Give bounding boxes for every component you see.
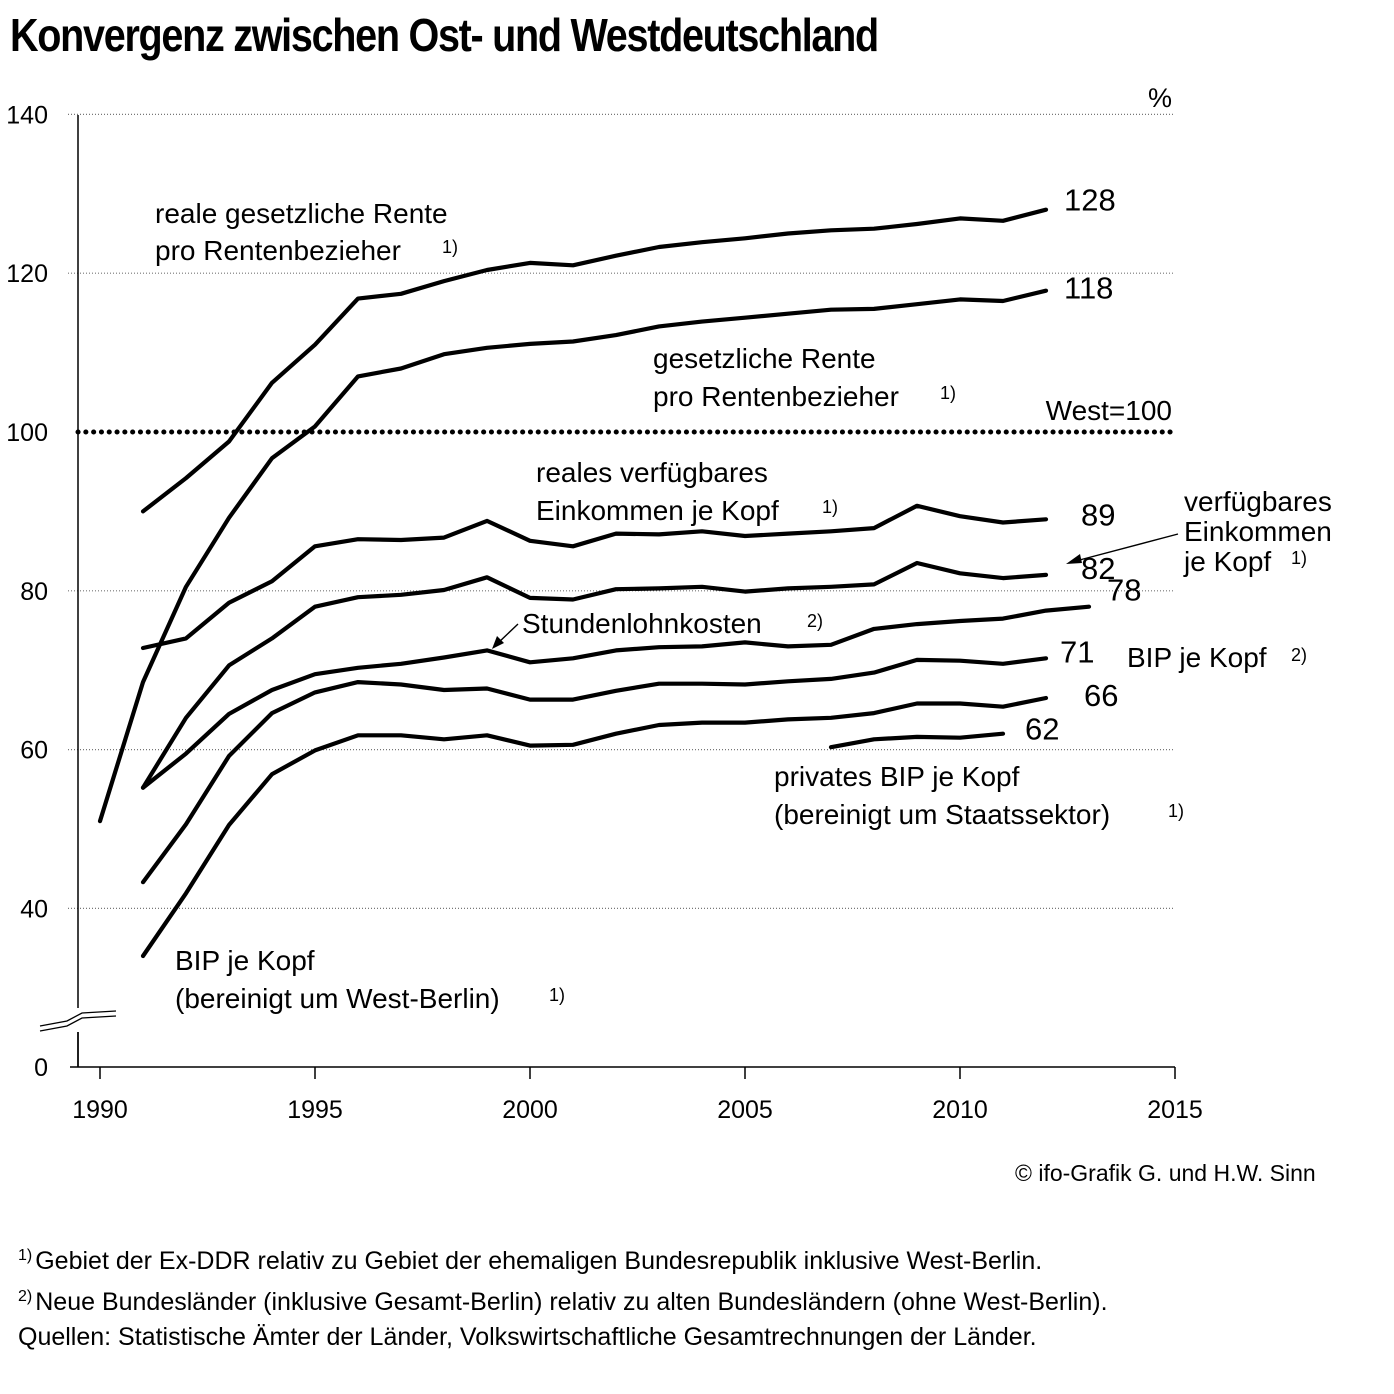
series-label-line: (bereinigt um Staatssektor) bbox=[774, 799, 1110, 830]
footnote-marker: 1) bbox=[940, 383, 956, 403]
copyright-credit: © ifo-Grafik G. und H.W. Sinn bbox=[1015, 1160, 1316, 1186]
series-line-4 bbox=[140, 604, 1092, 790]
series-label-einkommen: verfügbares Einkommen je Kopf 1) bbox=[1066, 486, 1332, 577]
y-tick-label: 0 bbox=[34, 1054, 48, 1082]
x-tick-label: 2015 bbox=[1147, 1096, 1203, 1124]
series-lines bbox=[97, 207, 1092, 959]
series-label-line: pro Rentenbezieher bbox=[653, 381, 899, 412]
x-tick-label: 2010 bbox=[932, 1096, 988, 1124]
annotation-arrow bbox=[1071, 533, 1179, 563]
footnote-2: 2) Neue Bundesländer (inklusive Gesamt-Be… bbox=[18, 1279, 1108, 1320]
line-chart: 0 40 60 80 100 120 140 1990 1995 2000 2005 2010 2015… bbox=[6, 83, 1332, 1124]
series-label-rente: gesetzliche Rente pro Rentenbezieher 1) bbox=[653, 343, 956, 412]
y-tick-label: 120 bbox=[6, 260, 48, 288]
footnote-marker: 1) bbox=[1168, 801, 1184, 821]
series-end-label: 89 bbox=[1081, 497, 1115, 532]
footnote-marker: 1) bbox=[442, 237, 458, 257]
y-tick-label: 100 bbox=[6, 419, 48, 447]
chart-title: Konvergenz zwischen Ost- und Westdeutsch… bbox=[10, 9, 879, 61]
y-tick-label: 40 bbox=[20, 895, 48, 923]
series-line-0 bbox=[140, 207, 1049, 514]
series-line-5 bbox=[140, 656, 1049, 885]
footnote-marker: 2) bbox=[1291, 645, 1307, 665]
footnote-1-marker: 1) bbox=[18, 1247, 33, 1264]
sources-note: Quellen: Statistische Ämter der Länder, … bbox=[18, 1323, 1037, 1351]
x-tick-label: 2000 bbox=[502, 1096, 558, 1124]
series-label-line: BIP je Kopf bbox=[175, 945, 315, 976]
series-end-label: 62 bbox=[1025, 712, 1059, 747]
x-tick-label: 1995 bbox=[287, 1096, 343, 1124]
series-label-privat: privates BIP je Kopf (bereinigt um Staat… bbox=[774, 761, 1184, 830]
tick-labels: 0 40 60 80 100 120 140 1990 1995 2000 2005 2010 2015 bbox=[6, 101, 1203, 1124]
y-tick-label: 140 bbox=[6, 101, 48, 129]
series-label-reales-einkommen: reales verfügbares Einkommen je Kopf 1) bbox=[536, 457, 838, 526]
series-label-line: je Kopf bbox=[1183, 546, 1271, 577]
footnote-marker: 1) bbox=[549, 985, 565, 1005]
series-line-6 bbox=[140, 695, 1049, 959]
series-end-label: 71 bbox=[1060, 634, 1094, 669]
series-label-line: gesetzliche Rente bbox=[653, 343, 876, 374]
series-label-bip-west-berlin: BIP je Kopf (bereinigt um West-Berlin) 1… bbox=[175, 945, 565, 1014]
series-label-line: verfügbares bbox=[1184, 486, 1332, 517]
y-tick-label: 80 bbox=[20, 578, 48, 606]
series-label-line: privates BIP je Kopf bbox=[774, 761, 1020, 792]
footnote-marker: 1) bbox=[822, 497, 838, 517]
series-label-line: reale gesetzliche Rente bbox=[155, 198, 448, 229]
y-axis-break-mark bbox=[39, 1010, 117, 1027]
series-label-line: reales verfügbares bbox=[536, 457, 768, 488]
series-label-line: pro Rentenbezieher bbox=[155, 235, 401, 266]
series-line-1 bbox=[97, 288, 1049, 824]
series-label-line: Einkommen bbox=[1184, 516, 1332, 547]
x-tick-label: 1990 bbox=[72, 1096, 128, 1124]
series-line-2 bbox=[140, 503, 1049, 651]
unit-label: % bbox=[1148, 83, 1172, 113]
annotation-arrowhead bbox=[492, 636, 504, 649]
series-label-line: Einkommen je Kopf bbox=[536, 495, 779, 526]
footnote-1-text: Gebiet der Ex-DDR relativ zu Gebiet der … bbox=[35, 1247, 1043, 1275]
series-label-line: BIP je Kopf bbox=[1127, 642, 1267, 673]
annotation-arrowhead bbox=[1066, 554, 1082, 564]
series-line-3 bbox=[140, 560, 1049, 790]
y-axis-break-mark bbox=[39, 1015, 117, 1032]
series-end-label: 82 bbox=[1081, 551, 1115, 586]
footnote-1: 1) Gebiet der Ex-DDR relativ zu Gebiet de… bbox=[18, 1238, 1108, 1279]
series-end-label: 78 bbox=[1107, 573, 1141, 608]
series-label-reale-rente: reale gesetzliche Rente pro Rentenbezieh… bbox=[155, 198, 458, 266]
series-end-label: 66 bbox=[1084, 678, 1118, 713]
series-label-line: (bereinigt um West-Berlin) bbox=[175, 983, 500, 1014]
series-line-7 bbox=[828, 731, 1006, 750]
footnote-marker: 2) bbox=[807, 611, 823, 631]
reference-line-label: West=100 bbox=[1046, 395, 1172, 426]
footnotes: 1) Gebiet der Ex-DDR relativ zu Gebiet de… bbox=[18, 1238, 1108, 1355]
y-tick-label: 60 bbox=[20, 737, 48, 765]
footnote-marker: 1) bbox=[1291, 548, 1307, 568]
series-end-label: 118 bbox=[1064, 271, 1113, 306]
series-label-bip: BIP je Kopf 2) bbox=[1127, 642, 1307, 673]
footnote-2-marker: 2) bbox=[18, 1288, 33, 1305]
series-label-line: Stundenlohnkosten bbox=[522, 608, 762, 639]
axes bbox=[39, 115, 1175, 1068]
x-tick-label: 2005 bbox=[717, 1096, 773, 1124]
series-label-lohn: Stundenlohnkosten 2) bbox=[492, 608, 823, 649]
series-end-label: 128 bbox=[1064, 183, 1116, 218]
footnote-2-text: Neue Bundesländer (inklusive Gesamt-Berl… bbox=[35, 1288, 1108, 1316]
